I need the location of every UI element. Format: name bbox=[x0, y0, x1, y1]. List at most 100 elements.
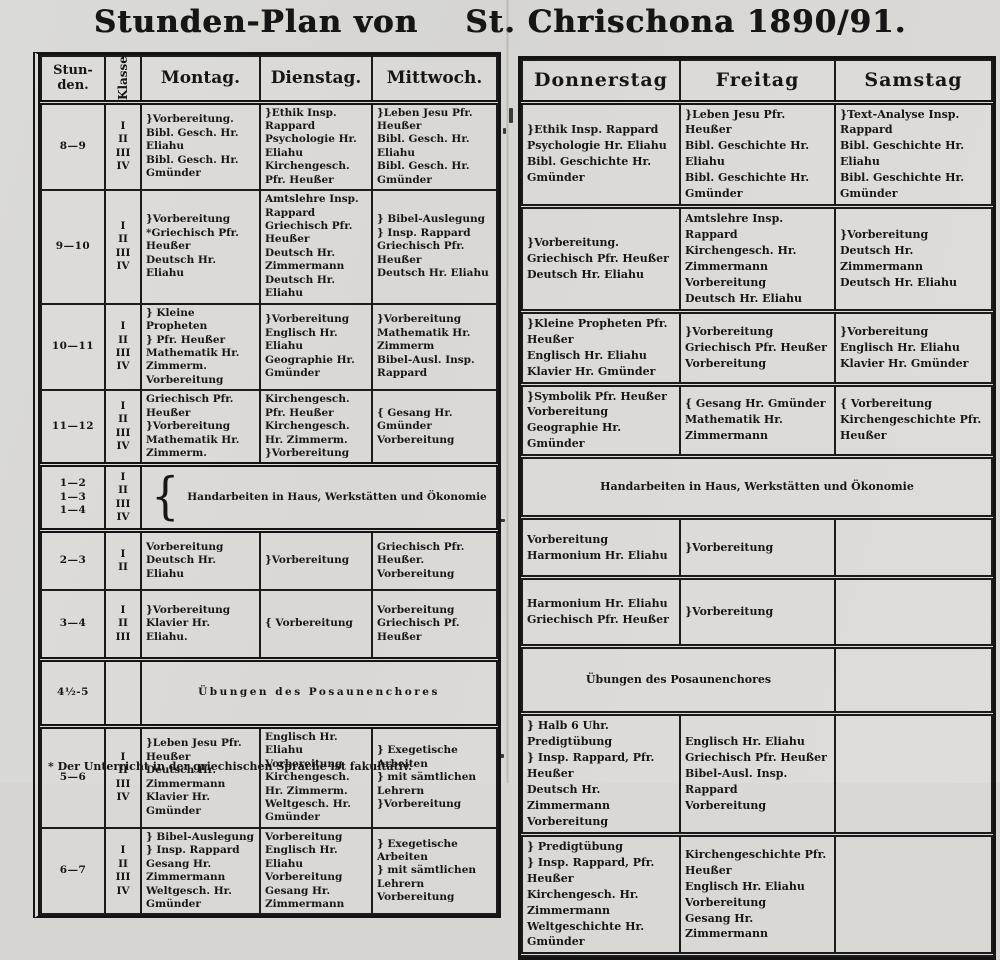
column-header-mittwoch: Mittwoch. bbox=[371, 55, 498, 105]
time-cell: 9—10 bbox=[40, 189, 106, 305]
cell-donnerstag-11-12: }Symbolik Pfr. Heußer Vorbereitung Geogr… bbox=[521, 383, 681, 460]
footnote: * Der Unterricht in der griechischen Spr… bbox=[48, 760, 412, 773]
cell-samstag-2-3 bbox=[834, 516, 993, 581]
time-cell: 10—11 bbox=[40, 302, 106, 392]
cell-freitag-3-4: }Vorbereitung bbox=[679, 576, 836, 650]
scan-speckle bbox=[509, 108, 513, 123]
column-header-klasse: Klasse bbox=[104, 55, 142, 105]
class-cell: I II III IV bbox=[104, 389, 142, 466]
cell-dienstag-3-4: { Vorbereitung bbox=[259, 589, 373, 661]
cell-donnerstag-8-9: }Ethik Insp. Rappard Psychologie Hr. Eli… bbox=[521, 101, 681, 210]
cell-mittwoch-3-4: Vorbereitung Griechisch Pf. Heußer bbox=[371, 589, 498, 661]
row-10-11: 10—11 I II III IV } Kleine Propheten } P… bbox=[40, 302, 498, 392]
row-handarbeiten: 1—2 1—3 1—4 I II III IV {Handarbeiten in… bbox=[40, 462, 498, 533]
cell-samstag-11-12: { Vorbereitung Kirchengeschichte Pfr. He… bbox=[834, 383, 993, 460]
class-cell: I II III IV bbox=[104, 302, 142, 392]
page-title: Stunden-Plan von St. Chrischona 1890/91. bbox=[93, 4, 907, 40]
cell-samstag-posaunenchor bbox=[834, 645, 993, 717]
cell-mittwoch-10-11: }Vorbereitung Mathematik Hr. Zimmerm Bib… bbox=[371, 302, 498, 392]
cell-handarbeiten: {Handarbeiten in Haus, Werkstätten und Ö… bbox=[140, 462, 498, 533]
row-11-12: }Symbolik Pfr. Heußer Vorbereitung Geogr… bbox=[521, 383, 993, 460]
row-9-10: }Vorbereitung. Griechisch Pfr. Heußer De… bbox=[521, 205, 993, 314]
cell-posaunenchor: Übungen des Posaunenchores bbox=[521, 645, 836, 717]
time-cell: 4½-5 bbox=[40, 656, 106, 729]
class-cell: I II III bbox=[104, 589, 142, 661]
cell-mittwoch-6-7: } Exegetische Arbeiten } mit sämtlichen … bbox=[371, 826, 498, 916]
cell-dienstag-5-6: Englisch Hr. Eliahu Vorbereitung Kirchen… bbox=[259, 725, 373, 829]
row-5-6: } Halb 6 Uhr. Predigtübung } Insp. Rappa… bbox=[521, 712, 993, 837]
cell-samstag-8-9: }Text-Analyse Insp. Rappard Bibl. Geschi… bbox=[834, 101, 993, 210]
time-cell: 5—6 bbox=[40, 725, 106, 829]
cell-freitag-2-3: }Vorbereitung bbox=[679, 516, 836, 581]
cell-mittwoch-5-6: } Exegetische Arbeiten } mit sämtlichen … bbox=[371, 725, 498, 829]
row-8-9: 8—9 I II III IV }Vorbereitung. Bibl. Ges… bbox=[40, 100, 498, 192]
column-header-dienstag: Dienstag. bbox=[259, 55, 373, 105]
row-3-4: 3—4 I II III }Vorbereitung Klavier Hr. E… bbox=[40, 589, 498, 661]
class-cell: I II III IV bbox=[104, 189, 142, 305]
cell-montag-11-12: Griechisch Pfr. Heußer }Vorbereitung Mat… bbox=[140, 389, 261, 466]
cell-mittwoch-11-12: { Gesang Hr. Gmünder Vorbereitung bbox=[371, 389, 498, 466]
cell-donnerstag-3-4: Harmonium Hr. Eliahu Griechisch Pfr. Heu… bbox=[521, 576, 681, 650]
time-cell: 6—7 bbox=[40, 826, 106, 916]
cell-freitag-5-6: Englisch Hr. Eliahu Griechisch Pfr. Heuß… bbox=[679, 712, 836, 837]
row-10-11: }Kleine Propheten Pfr. Heußer Englisch H… bbox=[521, 310, 993, 387]
brace-glyph: { bbox=[151, 467, 180, 527]
cell-freitag-9-10: Amtslehre Insp. Rappard Kirchengesch. Hr… bbox=[679, 205, 836, 314]
cell-montag-10-11: } Kleine Propheten } Pfr. Heußer Mathema… bbox=[140, 302, 261, 392]
time-cell: 1—2 1—3 1—4 bbox=[40, 462, 106, 533]
scan-speckle bbox=[498, 519, 505, 522]
column-header-donnerstag: Donnerstag bbox=[521, 59, 681, 105]
cell-mittwoch-9-10: } Bibel-Auslegung } Insp. Rappard Griech… bbox=[371, 189, 498, 305]
cell-handarbeiten: Handarbeiten in Haus, Werkstätten und Ök… bbox=[521, 455, 993, 521]
row-3-4: Harmonium Hr. Eliahu Griechisch Pfr. Heu… bbox=[521, 576, 993, 650]
column-header-samstag: Samstag bbox=[834, 59, 993, 105]
row-handarbeiten: Handarbeiten in Haus, Werkstätten und Ök… bbox=[521, 455, 993, 521]
cell-dienstag-9-10: Amtslehre Insp. Rappard Griechisch Pfr. … bbox=[259, 189, 373, 305]
time-cell: 2—3 bbox=[40, 529, 106, 592]
cell-montag-3-4: }Vorbereitung Klavier Hr. Eliahu. bbox=[140, 589, 261, 661]
cell-dienstag-6-7: Vorbereitung Englisch Hr. Eliahu Vorbere… bbox=[259, 826, 373, 916]
time-cell: 8—9 bbox=[40, 100, 106, 192]
class-cell: I II III IV bbox=[104, 826, 142, 916]
cell-montag-6-7: } Bibel-Auslegung } Insp. Rappard Gesang… bbox=[140, 826, 261, 916]
cell-dienstag-10-11: }Vorbereitung Englisch Hr. Eliahu Geogra… bbox=[259, 302, 373, 392]
row-6-7: 6—7 I II III IV } Bibel-Auslegung } Insp… bbox=[40, 826, 498, 916]
cell-mittwoch-2-3: Griechisch Pfr. Heußer. Vorbereitung bbox=[371, 529, 498, 592]
cell-montag-8-9: }Vorbereitung. Bibl. Gesch. Hr. Eliahu B… bbox=[140, 100, 261, 192]
cell-montag-2-3: Vorbereitung Deutsch Hr. Eliahu bbox=[140, 529, 261, 592]
column-header-stunden: Stun- den. bbox=[40, 55, 106, 105]
cell-montag-9-10: }Vorbereitung *Griechisch Pfr. Heußer De… bbox=[140, 189, 261, 305]
column-header-freitag: Freitag bbox=[679, 59, 836, 105]
column-header-montag: Montag. bbox=[140, 55, 261, 105]
cell-freitag-8-9: }Leben Jesu Pfr. Heußer Bibl. Geschichte… bbox=[679, 101, 836, 210]
cell-donnerstag-5-6: } Halb 6 Uhr. Predigtübung } Insp. Rappa… bbox=[521, 712, 681, 837]
right-page-table: Donnerstag Freitag Samstag }Ethik Insp. … bbox=[518, 56, 996, 960]
cell-samstag-9-10: }Vorbereitung Deutsch Hr. Zimmermann Deu… bbox=[834, 205, 993, 314]
class-cell: I II bbox=[104, 529, 142, 592]
cell-freitag-11-12: { Gesang Hr. Gmünder Mathematik Hr. Zimm… bbox=[679, 383, 836, 460]
row-6-7: } Predigtübung } Insp. Rappard, Pfr. Heu… bbox=[521, 833, 993, 958]
cell-posaunenchor: Übungen des Posaunenchores bbox=[140, 656, 498, 729]
row-posaunenchor: 4½-5 Übungen des Posaunenchores bbox=[40, 656, 498, 729]
class-cell bbox=[104, 656, 142, 729]
class-cell: I II III IV bbox=[104, 462, 142, 533]
cell-montag-5-6: }Leben Jesu Pfr. Heußer Deutsch Hr. Zimm… bbox=[140, 725, 261, 829]
row-8-9: }Ethik Insp. Rappard Psychologie Hr. Eli… bbox=[521, 101, 993, 210]
row-2-3: Vorbereitung Harmonium Hr. Eliahu }Vorbe… bbox=[521, 516, 993, 581]
cell-freitag-6-7: Kirchengeschichte Pfr. Heußer Englisch H… bbox=[679, 833, 836, 958]
page-fold bbox=[506, 0, 509, 783]
cell-dienstag-8-9: }Ethik Insp. Rappard Psychologie Hr. Eli… bbox=[259, 100, 373, 192]
time-cell: 11—12 bbox=[40, 389, 106, 466]
row-11-12: 11—12 I II III IV Griechisch Pfr. Heußer… bbox=[40, 389, 498, 466]
cell-samstag-3-4 bbox=[834, 576, 993, 650]
time-cell: 3—4 bbox=[40, 589, 106, 661]
scan-speckle bbox=[500, 754, 504, 758]
cell-dienstag-2-3: }Vorbereitung bbox=[259, 529, 373, 592]
row-2-3: 2—3 I II Vorbereitung Deutsch Hr. Eliahu… bbox=[40, 529, 498, 592]
cell-mittwoch-8-9: }Leben Jesu Pfr. Heußer Bibl. Gesch. Hr.… bbox=[371, 100, 498, 192]
cell-dienstag-11-12: Kirchengesch. Pfr. Heußer Kirchengesch. … bbox=[259, 389, 373, 466]
row-9-10: 9—10 I II III IV }Vorbereitung *Griechis… bbox=[40, 189, 498, 305]
row-posaunenchor: Übungen des Posaunenchores bbox=[521, 645, 993, 717]
class-cell: I II III IV bbox=[104, 725, 142, 829]
